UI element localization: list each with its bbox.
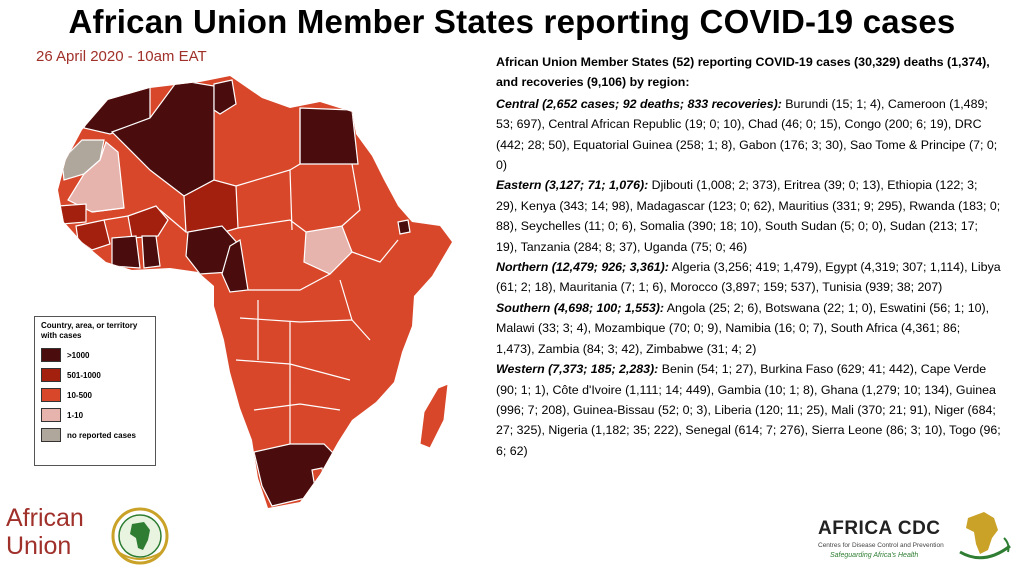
mauritania-region[interactable] (67, 140, 125, 213)
legend-swatch (41, 368, 61, 382)
djibouti-region[interactable] (397, 219, 411, 235)
region-heading: Western (7,373; 185; 2,283): (496, 362, 659, 377)
cameroon-region[interactable] (221, 239, 249, 293)
legend-item: >1000 (41, 345, 149, 365)
guinea-region[interactable] (75, 219, 111, 251)
region-northern: Northern (12,479; 926; 3,361): Algeria (… (496, 257, 1002, 298)
au-logo-line2: Union (6, 532, 72, 560)
south-sudan-region[interactable] (303, 225, 353, 275)
legend-item: 10-500 (41, 385, 149, 405)
region-heading: Northern (12,479; 926; 3,361): (496, 260, 669, 275)
algeria-region[interactable] (110, 79, 215, 197)
senegal-region[interactable] (58, 203, 87, 225)
legend-label: >1000 (67, 350, 90, 360)
legend-item: 1-10 (41, 405, 149, 425)
legend-label: no reported cases (67, 430, 136, 440)
cote-divoire-region[interactable] (111, 235, 141, 269)
cdc-logo-subtitle: Centres for Disease Control and Preventi… (818, 542, 944, 549)
cdc-logo-name: AFRICA CDC (818, 518, 941, 539)
legend-item: no reported cases (41, 425, 149, 445)
legend-label: 501-1000 (67, 370, 101, 380)
legend-swatch (41, 428, 61, 442)
legend-swatch (41, 348, 61, 362)
region-countries: Burundi (15; 1; 4), Cameroon (1,489; 53;… (496, 96, 998, 173)
region-countries: Angola (25; 2; 6), Botswana (22; 1; 0), … (496, 300, 990, 356)
legend-label: 10-500 (67, 390, 92, 400)
tunisia-region[interactable] (213, 79, 237, 115)
legend-label: 1-10 (67, 410, 84, 420)
madagascar-region[interactable] (419, 383, 449, 449)
african-union-logo: African Union (6, 504, 176, 568)
cdc-emblem-icon (959, 512, 1011, 560)
region-heading: Eastern (3,127; 71; 1,076): (496, 178, 649, 193)
egypt-region[interactable] (299, 107, 359, 165)
region-western: Western (7,373; 185; 2,283): Benin (54; … (496, 359, 1002, 461)
region-countries: Benin (54; 1; 27), Burkina Faso (629; 41… (496, 362, 1001, 458)
region-central: Central (2,652 cases; 92 deaths; 833 rec… (496, 94, 1002, 176)
burkina-faso-region[interactable] (127, 205, 169, 239)
au-emblem-icon (111, 507, 169, 565)
legend-title: Country, area, or territory with cases (41, 321, 138, 340)
region-eastern: Eastern (3,127; 71; 1,076): Djibouti (1,… (496, 175, 1002, 257)
map-legend: Country, area, or territory with cases >… (34, 316, 156, 466)
africa-cdc-logo: AFRICA CDC Centres for Disease Control a… (812, 508, 1018, 572)
region-countries: Djibouti (1,008; 2; 373), Eritrea (39; 0… (496, 178, 1001, 254)
au-logo-text: African Union (6, 504, 84, 560)
stats-panel: African Union Member States (52) reporti… (496, 52, 1002, 461)
region-heading: Central (2,652 cases; 92 deaths; 833 rec… (496, 96, 782, 111)
region-countries: Algeria (3,256; 419; 1,479), Egypt (4,31… (496, 260, 1001, 295)
legend-item: 501-1000 (41, 365, 149, 385)
page-title: African Union Member States reporting CO… (68, 3, 956, 40)
lesotho-region[interactable] (311, 467, 325, 483)
region-heading: Southern (4,698; 100; 1,553): (496, 300, 665, 315)
ghana-region[interactable] (141, 235, 161, 269)
au-logo-line1: African (6, 504, 84, 532)
cdc-logo-tagline: Safeguarding Africa's Health (830, 552, 919, 559)
legend-swatch (41, 388, 61, 402)
legend-swatch (41, 408, 61, 422)
stats-intro: African Union Member States (52) reporti… (496, 55, 990, 90)
country-borders (91, 108, 399, 444)
region-southern: Southern (4,698; 100; 1,553): Angola (25… (496, 298, 1002, 359)
report-date: 26 April 2020 - 10am EAT (36, 48, 207, 65)
